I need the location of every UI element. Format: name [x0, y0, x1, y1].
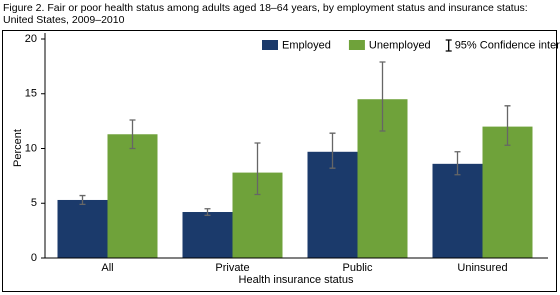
bar: [307, 151, 358, 258]
error-bar: [504, 105, 511, 146]
legend-label: Unemployed: [369, 39, 431, 51]
error-bar: [79, 194, 86, 205]
error-bar: [204, 208, 211, 216]
y-axis-title: Percent: [12, 129, 24, 167]
legend-ci-icon: [445, 39, 452, 52]
x-axis-title: Health insurance status: [239, 274, 354, 286]
bar: [482, 126, 533, 258]
frame: [2, 30, 557, 292]
legend-swatch: [348, 40, 365, 50]
x-tick-label: All: [101, 262, 113, 274]
y-tick-label: 20: [25, 33, 37, 45]
bar: [107, 134, 158, 258]
y-tick-label: 10: [25, 142, 37, 154]
error-bar: [329, 132, 336, 169]
legend-label: 95% Confidence interval: [455, 39, 560, 51]
error-bar: [454, 151, 461, 176]
error-bar: [129, 119, 136, 150]
bar: [182, 212, 233, 258]
error-bar: [379, 61, 386, 132]
bar: [432, 163, 483, 258]
chart-subtitle: United States, 2009–2010: [3, 14, 125, 26]
chart-title: Figure 2. Fair or poor health status amo…: [3, 2, 528, 14]
legend-swatch: [262, 40, 278, 50]
legend-label: Employed: [282, 39, 331, 51]
y-tick-label: 5: [31, 197, 37, 209]
x-tick-label: Uninsured: [457, 262, 507, 274]
bar: [57, 199, 108, 258]
y-tick-label: 15: [25, 88, 37, 100]
x-tick-label: Private: [215, 262, 249, 274]
y-tick-label: 0: [31, 252, 37, 264]
error-bar: [254, 142, 261, 196]
x-tick-label: Public: [343, 262, 373, 274]
